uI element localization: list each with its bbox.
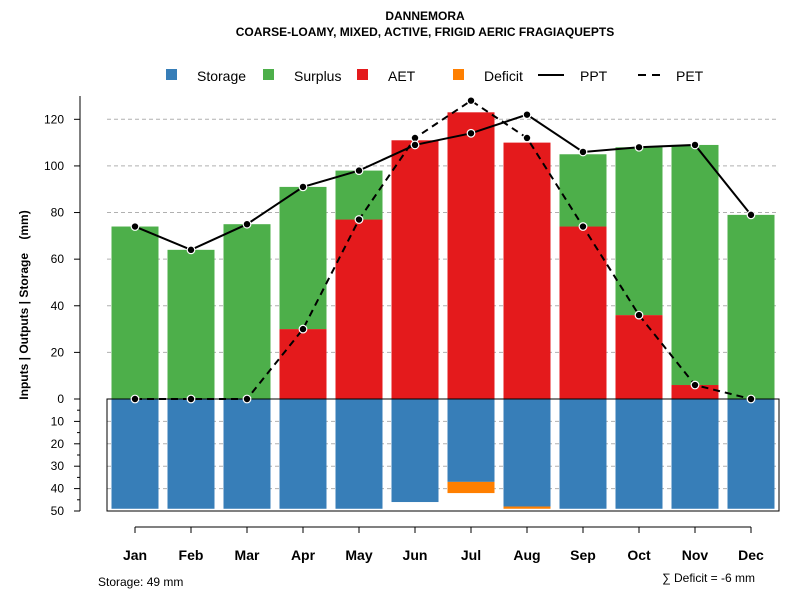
x-tick-label: May (345, 547, 372, 563)
storage-bar (391, 399, 439, 503)
y-tick-label-upper: 120 (44, 112, 64, 126)
y-tick-label-upper: 0 (57, 392, 64, 406)
surplus-bar (279, 186, 327, 330)
axes: 0 20 40 60 80 100 120 10 20 30 40 50 Jan Feb Mar Apr May… (44, 96, 780, 563)
x-tick-label: Oct (627, 547, 651, 563)
storage-bar (559, 399, 607, 509)
pet-point (690, 380, 700, 390)
x-tick-label: Apr (291, 547, 316, 563)
aet-bar (615, 315, 663, 399)
surplus-bar (223, 224, 271, 399)
aet-bar (335, 219, 383, 399)
ppt-point (186, 245, 196, 255)
ppt-point (466, 128, 476, 138)
ppt-point (242, 219, 252, 229)
surplus-bar (615, 147, 663, 316)
pet-point (354, 215, 364, 224)
x-tick-label: Jun (403, 547, 428, 563)
aet-bar (391, 140, 439, 400)
series-lines (130, 96, 756, 404)
storage-note: Storage: 49 mm (98, 575, 183, 589)
surplus-bar (671, 144, 719, 386)
pet-point (130, 394, 140, 404)
legend-label: AET (388, 68, 416, 84)
storage-bar (503, 399, 551, 507)
y-tick-label-upper: 100 (44, 159, 64, 173)
deficit-bar (447, 481, 495, 494)
ppt-point (298, 182, 308, 192)
storage-bar (167, 399, 215, 509)
x-tick-label: Sep (570, 547, 596, 563)
pet-line (135, 99, 752, 400)
legend-swatch (263, 69, 274, 80)
y-tick-label-lower: 20 (51, 437, 65, 451)
x-tick-label: Aug (513, 547, 540, 563)
storage-bar (111, 399, 159, 509)
storage-bar (671, 399, 719, 509)
deficit-bar (503, 506, 551, 509)
surplus-bar (167, 249, 215, 399)
aet-bar (447, 112, 495, 400)
surplus-bar (727, 214, 775, 399)
pet-point (186, 394, 196, 404)
legend-label: PPT (580, 68, 608, 84)
ppt-point (522, 110, 532, 120)
storage-bar (223, 399, 271, 509)
pet-point (466, 96, 476, 106)
chart-title: DANNEMORA (385, 9, 465, 23)
pet-point (298, 324, 308, 334)
x-tick-label: Jul (461, 547, 481, 563)
chart-subtitle: COARSE-LOAMY, MIXED, ACTIVE, FRIGID AERI… (236, 25, 614, 39)
legend-label: PET (676, 68, 704, 84)
legend-swatch (453, 69, 464, 80)
y-tick-label-lower: 10 (51, 414, 65, 428)
ppt-point (354, 166, 364, 175)
storage-bar (615, 399, 663, 509)
legend-label: Surplus (294, 68, 341, 84)
legend: Storage Surplus AET Deficit PPT PET (166, 68, 704, 84)
y-tick-label-upper: 20 (51, 345, 65, 359)
surplus-bar (111, 226, 159, 399)
x-tick-label: Jan (123, 547, 147, 563)
x-tick-label: Feb (179, 547, 204, 563)
x-tick-label: Mar (235, 547, 260, 563)
pet-point (522, 133, 532, 143)
y-tick-label-upper: 60 (51, 252, 65, 266)
legend-label: Storage (197, 68, 246, 84)
legend-swatch (166, 69, 177, 80)
aet-bar (279, 329, 327, 399)
y-tick-label-lower: 30 (51, 459, 65, 473)
x-tick-label: Nov (682, 547, 709, 563)
y-tick-label-lower: 40 (51, 482, 65, 496)
y-axis-label: Inputs | Outputs | Storage (mm) (17, 210, 31, 399)
pet-point (634, 310, 644, 320)
storage-bar (727, 399, 775, 509)
storage-bar (279, 399, 327, 509)
pet-point (242, 394, 252, 404)
ppt-point (410, 140, 420, 150)
storage-bar (335, 399, 383, 509)
aet-bar (503, 142, 551, 399)
pet-point (746, 394, 756, 404)
pet-point (578, 222, 588, 231)
y-tick-label-upper: 80 (51, 206, 65, 220)
bars (111, 112, 775, 509)
ppt-point (578, 147, 588, 157)
storage-bar (447, 399, 495, 482)
y-tick-label-upper: 40 (51, 299, 65, 313)
ppt-line (134, 113, 752, 251)
legend-label: Deficit (484, 68, 523, 84)
deficit-note: ∑ Deficit = -6 mm (662, 571, 755, 585)
aet-bar (559, 226, 607, 399)
y-tick-label-lower: 50 (51, 504, 65, 518)
ppt-point (130, 222, 140, 231)
ppt-point (634, 142, 644, 152)
legend-swatch (357, 69, 368, 80)
surplus-bar (559, 154, 607, 227)
ppt-point (746, 210, 756, 220)
x-tick-label: Dec (738, 547, 764, 563)
ppt-point (690, 140, 700, 150)
